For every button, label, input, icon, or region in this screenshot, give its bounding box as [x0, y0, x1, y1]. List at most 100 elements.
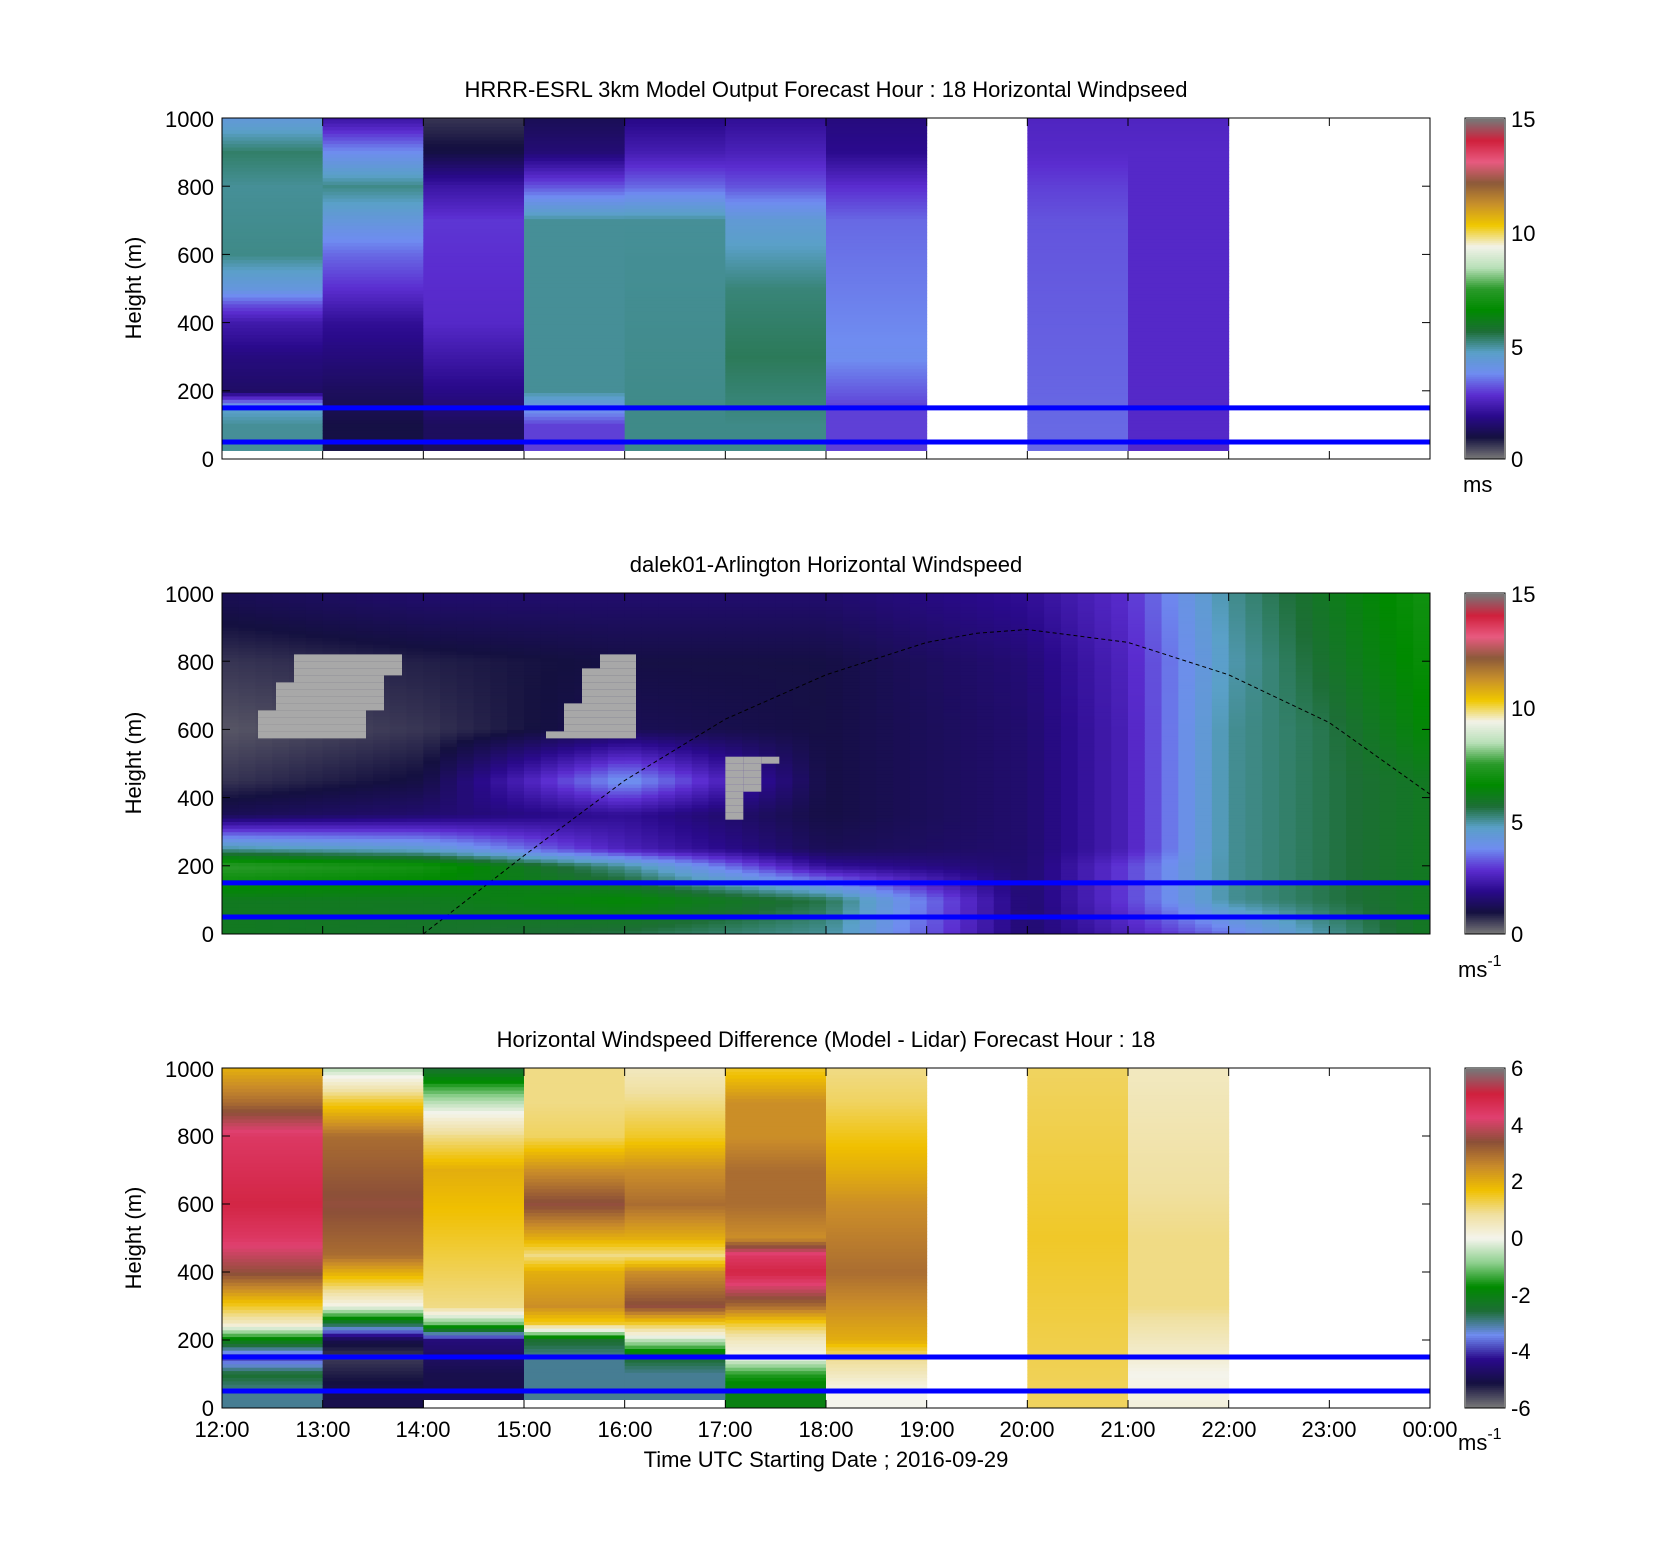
heatmap-cell [389, 613, 408, 618]
colorbar-segment [1466, 414, 1504, 417]
heatmap-cell [222, 739, 240, 744]
heatmap-cell [826, 389, 928, 394]
heatmap-cell [758, 657, 777, 662]
heatmap-cell [557, 821, 575, 826]
heatmap-cell [792, 739, 810, 744]
heatmap-cell [557, 910, 575, 915]
heatmap-cell [842, 732, 861, 737]
heatmap-cell [607, 613, 626, 618]
heatmap-cell [524, 661, 542, 666]
heatmap-cell [524, 801, 542, 805]
heatmap-cell [641, 739, 659, 744]
heatmap-cell [473, 603, 491, 608]
heatmap-cell [238, 763, 257, 768]
heatmap-cell [373, 783, 391, 788]
heatmap-cell [826, 184, 928, 189]
heatmap-cell [440, 783, 458, 788]
heatmap-cell [742, 838, 760, 843]
heatmap-cell [289, 801, 307, 805]
heatmap-cell [238, 743, 257, 747]
heatmap-cell [675, 599, 693, 604]
heatmap-cell [708, 783, 726, 788]
heatmap-cell [775, 845, 793, 850]
heatmap-cell [339, 749, 357, 754]
heatmap-cell [289, 627, 307, 632]
heatmap-cell [423, 358, 525, 363]
heatmap-cell [775, 633, 793, 638]
heatmap-cell [423, 787, 441, 792]
heatmap-cell [473, 927, 491, 932]
heatmap-cell [507, 606, 525, 611]
heatmap-cell [305, 606, 324, 611]
heatmap-cell [222, 838, 240, 843]
heatmap-cell [725, 297, 827, 301]
heatmap-cell [775, 637, 793, 642]
heatmap-cell [809, 685, 827, 689]
heatmap-cell [809, 777, 827, 782]
heatmap-cell [423, 650, 441, 655]
heatmap-cell [255, 855, 273, 860]
heatmap-cell [725, 191, 827, 196]
heatmap-cell [792, 903, 810, 908]
heatmap-cell [322, 640, 340, 645]
heatmap-cell [725, 218, 827, 223]
colorbar-segment [1466, 434, 1504, 437]
heatmap-cell [389, 702, 408, 707]
heatmap-cell [675, 903, 693, 908]
heatmap-cell [473, 681, 491, 686]
heatmap-cell [742, 620, 760, 625]
heatmap-cell [775, 876, 793, 880]
heatmap-cell [540, 623, 559, 628]
heatmap-cell [1128, 140, 1230, 145]
heatmap-cell [826, 610, 844, 614]
heatmap-cell [322, 896, 340, 901]
heatmap-cell [222, 160, 324, 165]
heatmap-cell [222, 126, 324, 131]
heatmap-cell [305, 630, 324, 635]
heatmap-cell [473, 725, 491, 730]
heatmap-cell [826, 385, 928, 390]
heatmap-cell [826, 375, 928, 380]
heatmap-cell [540, 807, 559, 812]
heatmap-cell [1128, 177, 1230, 182]
heatmap-cell [322, 164, 424, 168]
heatmap-cell [826, 623, 844, 628]
heatmap-cell [423, 225, 525, 230]
heatmap-cell [389, 712, 408, 717]
heatmap-cell [758, 732, 777, 737]
heatmap-cell [389, 766, 408, 771]
heatmap-cell [473, 831, 491, 836]
heatmap-cell [490, 681, 508, 686]
heatmap-cell [708, 896, 726, 901]
heatmap-cell [490, 650, 508, 655]
heatmap-cell [1128, 320, 1230, 325]
heatmap-cell [222, 835, 240, 840]
heatmap-cell [658, 736, 676, 741]
heatmap-cell [607, 841, 626, 846]
heatmap-cell [792, 835, 810, 840]
heatmap-cell [826, 681, 844, 686]
heatmap-cell [238, 780, 257, 785]
heatmap-cell [423, 896, 441, 901]
heatmap-cell [859, 664, 877, 669]
heatmap-cell [389, 906, 408, 911]
heatmap-cell [490, 858, 508, 863]
heatmap-cell [222, 174, 324, 179]
heatmap-cell [607, 852, 626, 857]
heatmap-cell [1128, 337, 1230, 342]
heatmap-cell [356, 876, 374, 880]
heatmap-cell [423, 835, 441, 840]
heatmap-cell [440, 821, 458, 826]
colorbar-segment [1466, 344, 1504, 347]
heatmap-cell [826, 593, 844, 597]
heatmap-cell [624, 616, 642, 621]
heatmap-cell [624, 297, 726, 301]
heatmap-cell [758, 920, 777, 925]
heatmap-cell [440, 647, 458, 652]
heatmap-cell [507, 749, 525, 754]
heatmap-cell [322, 903, 340, 908]
heatmap-cell [624, 177, 726, 182]
heatmap-cell [809, 794, 827, 799]
heatmap-cell [524, 657, 542, 662]
heatmap-cell [305, 596, 324, 601]
